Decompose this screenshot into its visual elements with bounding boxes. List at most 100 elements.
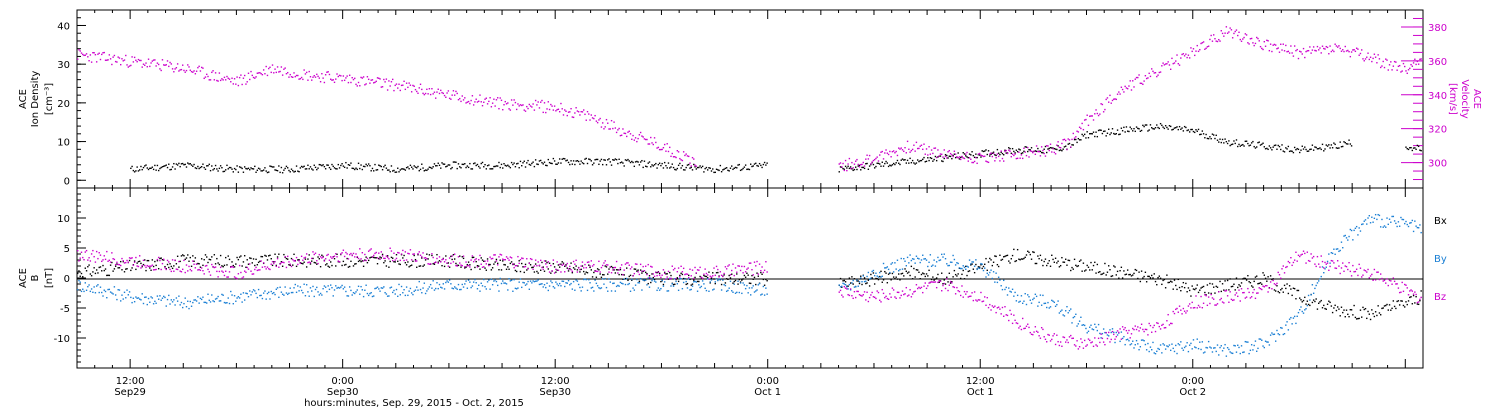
velocity-point	[868, 154, 871, 157]
density-point	[1013, 150, 1015, 153]
field-point	[255, 266, 257, 269]
field-point	[706, 278, 709, 280]
field-point	[170, 265, 173, 268]
velocity-point	[1300, 51, 1302, 53]
field-point	[448, 257, 451, 259]
field-point	[693, 281, 695, 283]
field-point	[360, 258, 362, 260]
field-point	[1374, 311, 1377, 313]
velocity-point	[1345, 50, 1348, 52]
field-point	[1396, 300, 1398, 303]
density-point	[593, 162, 595, 164]
velocity-point	[231, 77, 233, 79]
field-point	[1064, 258, 1067, 260]
field-point	[120, 260, 122, 263]
field-point	[493, 280, 495, 282]
velocity-point	[674, 156, 676, 158]
density-point	[266, 171, 269, 174]
field-point	[350, 252, 352, 255]
field-point	[1216, 286, 1219, 288]
velocity-point	[208, 79, 210, 81]
field-point	[1111, 328, 1114, 330]
density-point	[682, 169, 685, 171]
field-point	[317, 256, 319, 258]
density-point	[1151, 127, 1153, 129]
field-point	[1143, 340, 1145, 342]
field-point	[739, 281, 742, 283]
density-point	[438, 164, 441, 167]
density-point	[634, 161, 637, 163]
density-point	[478, 165, 480, 168]
field-point	[245, 266, 247, 268]
field-point	[684, 273, 686, 276]
density-point	[978, 154, 981, 156]
density-point	[967, 156, 969, 159]
field-point	[1379, 314, 1382, 316]
field-point	[598, 269, 600, 271]
field-point	[275, 288, 278, 290]
field-point	[478, 284, 480, 286]
density-point	[1171, 129, 1173, 131]
field-point	[508, 278, 510, 280]
density-point	[365, 163, 367, 166]
velocity-point	[1248, 43, 1250, 45]
velocity-point	[987, 161, 990, 164]
field-point	[515, 264, 518, 267]
field-point	[307, 258, 309, 260]
density-point	[1192, 130, 1195, 133]
field-point	[354, 263, 356, 265]
field-point	[1411, 303, 1414, 305]
field-point	[160, 299, 162, 301]
density-point	[1278, 145, 1281, 148]
density-point	[928, 159, 930, 162]
velocity-point	[1296, 48, 1298, 51]
field-point	[118, 263, 121, 266]
field-point	[1145, 349, 1148, 351]
field-point	[970, 295, 972, 297]
velocity-point	[605, 118, 608, 121]
velocity-point	[1299, 50, 1301, 53]
field-point	[175, 263, 178, 265]
field-point	[1242, 278, 1244, 280]
velocity-point	[498, 107, 500, 110]
velocity-point	[1311, 49, 1314, 51]
field-point	[645, 265, 647, 267]
field-point	[97, 284, 99, 286]
field-point	[185, 257, 188, 259]
velocity-point	[684, 154, 686, 157]
field-point	[249, 257, 251, 259]
density-point	[371, 167, 374, 170]
density-point	[1220, 141, 1222, 144]
velocity-point	[848, 157, 851, 160]
density-point	[246, 168, 248, 170]
field-point	[138, 260, 141, 262]
field-point	[131, 267, 133, 269]
velocity-point	[142, 63, 145, 65]
field-point	[1178, 344, 1181, 346]
field-point	[899, 279, 901, 281]
density-point	[328, 166, 331, 169]
density-point	[1021, 152, 1024, 154]
field-point	[1016, 248, 1019, 251]
density-point	[1300, 149, 1302, 151]
velocity-point	[1336, 46, 1339, 48]
field-point	[1323, 272, 1325, 274]
field-point	[930, 278, 933, 281]
field-point	[464, 283, 466, 285]
field-point	[589, 282, 591, 284]
velocity-point	[156, 62, 159, 64]
field-point	[577, 283, 580, 286]
velocity-point	[130, 64, 132, 67]
field-point	[502, 280, 504, 282]
velocity-point	[1166, 63, 1168, 65]
field-point	[397, 295, 399, 298]
velocity-point	[1352, 49, 1354, 51]
velocity-point	[1355, 47, 1358, 49]
field-point	[992, 271, 995, 273]
field-point	[257, 288, 260, 291]
field-point	[1415, 295, 1417, 298]
velocity-point	[490, 106, 493, 108]
field-point	[427, 258, 429, 260]
field-point	[1344, 234, 1346, 237]
density-point	[1349, 143, 1352, 145]
